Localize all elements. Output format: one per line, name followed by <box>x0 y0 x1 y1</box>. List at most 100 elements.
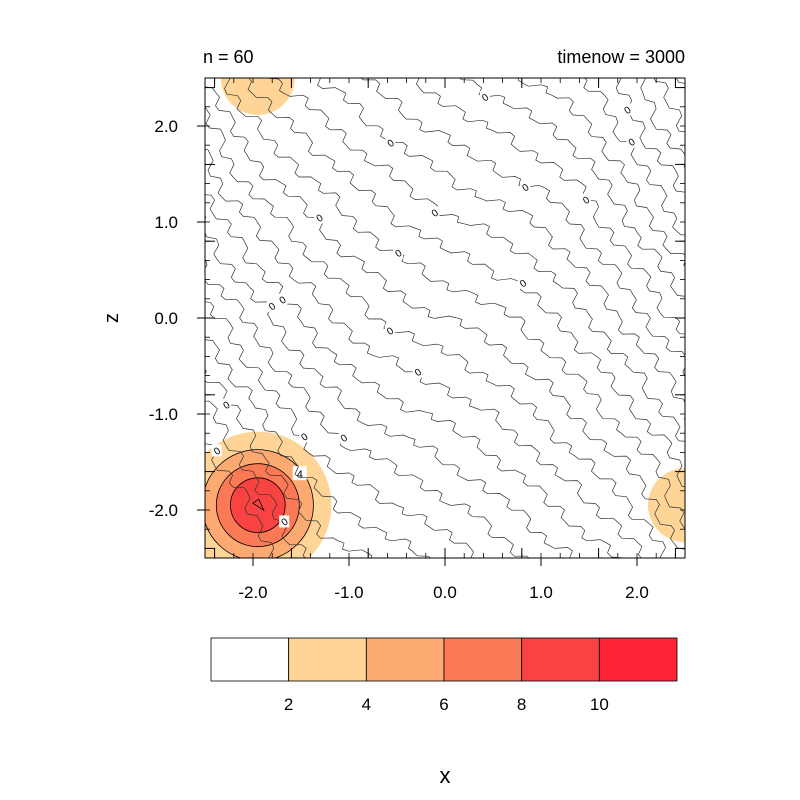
contour-line <box>317 78 685 421</box>
contour-label: 0 <box>315 212 326 224</box>
hotspot-0-level-8 <box>229 477 286 534</box>
contour-label-bg <box>385 136 396 149</box>
colorbar-labels: 2 4 6 8 10 <box>284 695 609 714</box>
contour-label-bg <box>279 515 290 528</box>
contour-label: 0 <box>386 137 397 149</box>
contour-line <box>583 78 685 236</box>
colorbar-label: 10 <box>590 695 609 714</box>
contour-label: 0 <box>480 92 491 104</box>
contour-label: 0 <box>267 301 278 313</box>
contour-label: 0 <box>430 207 441 219</box>
hotspot-1-level-2 <box>648 468 685 543</box>
contour-line <box>224 78 685 531</box>
colorbar-swatch <box>210 637 290 682</box>
contour-label-bg <box>622 103 633 116</box>
hotspot-peak-contour <box>252 498 265 512</box>
hotspot-2-level-2 <box>220 78 295 115</box>
contour-line <box>247 78 685 488</box>
contour-label-bg <box>299 430 310 443</box>
contour-label: 0 <box>518 278 529 290</box>
contour-label: 0 <box>278 294 289 306</box>
contour-label: 0 <box>222 399 233 411</box>
fill-level-label-bg <box>292 466 307 481</box>
contour-line <box>640 78 685 168</box>
contour-line <box>675 78 685 84</box>
contour-label-bg <box>221 398 232 411</box>
y-tick-labels: 2.0 1.0 0.0 -1.0 -2.0 <box>149 117 178 520</box>
contour-label-bg <box>384 324 395 337</box>
contour-line <box>415 78 685 335</box>
colorbar-swatch <box>365 637 445 682</box>
x-tick-labels: -2.0 -1.0 0.0 1.0 2.0 <box>238 583 648 602</box>
contour-line <box>205 400 307 558</box>
contour-label-bg <box>580 193 591 206</box>
contour-line <box>205 148 643 558</box>
x-tick-label: -2.0 <box>238 583 267 602</box>
y-tick-label: 0.0 <box>154 309 178 328</box>
contour-label-bg <box>338 431 349 444</box>
contour-line <box>205 258 530 558</box>
contour-label-bg <box>517 276 528 289</box>
contour-label-bg <box>412 365 423 378</box>
axis-ticks <box>197 78 685 566</box>
contour-label: 0 <box>581 195 592 207</box>
y-axis-label: z <box>101 313 123 323</box>
contour-label: 0 <box>394 248 405 260</box>
contour-line <box>360 78 685 378</box>
colorbar-swatch <box>598 637 678 682</box>
colorbar-swatch <box>443 637 523 682</box>
contour-label-bg <box>393 246 404 259</box>
contour-label: 0 <box>300 431 311 443</box>
colorbar-label: 2 <box>284 695 293 714</box>
contour-label-bg <box>626 135 637 148</box>
x-tick-label: 2.0 <box>625 583 649 602</box>
contour-line <box>205 194 624 558</box>
contour-line <box>205 368 373 558</box>
contour-label: 0 <box>622 104 633 116</box>
x-tick-label: -1.0 <box>334 583 363 602</box>
contour-label: 0 <box>280 516 291 528</box>
contour-line <box>517 78 685 268</box>
contour-label: 0 <box>385 325 396 337</box>
contour-line <box>205 301 475 558</box>
contour-label-bg <box>211 444 222 457</box>
x-axis-label: x <box>440 763 451 788</box>
contour-label: 0 <box>627 137 638 149</box>
contour-line <box>205 339 431 558</box>
contour-line <box>459 78 685 297</box>
contour-line <box>615 78 685 193</box>
fill-level-label: 4 <box>297 469 303 481</box>
colorbar <box>210 637 678 682</box>
title-right: timenow = 3000 <box>557 47 685 67</box>
y-tick-label: -2.0 <box>149 501 178 520</box>
contour-label: 0 <box>521 182 532 194</box>
colorbar-swatch <box>521 637 600 682</box>
contour-label-bg <box>277 293 288 306</box>
x-tick-label: 0.0 <box>433 583 457 602</box>
contour-line <box>205 86 685 550</box>
contour-label: 0 <box>413 367 424 379</box>
contour-label: 0 <box>339 433 350 445</box>
contour-label-bg <box>520 181 531 194</box>
y-tick-label: 2.0 <box>154 117 178 136</box>
contour-label: 0 <box>212 445 223 457</box>
colorbar-swatch <box>288 637 367 682</box>
contour-line <box>266 78 685 442</box>
colorbar-label: 8 <box>517 695 526 714</box>
x-tick-label: 1.0 <box>529 583 553 602</box>
contour-label-bg <box>479 91 490 104</box>
contour-line <box>205 443 275 558</box>
colorbar-label: 6 <box>439 695 448 714</box>
contour-label-bg <box>429 206 440 219</box>
y-tick-label: 1.0 <box>154 213 178 232</box>
contour-lines <box>205 78 685 558</box>
contour-line <box>205 105 666 558</box>
title-left: n = 60 <box>203 47 254 67</box>
colorbar-label: 4 <box>362 695 371 714</box>
contour-line <box>653 78 685 133</box>
contour-line <box>205 215 573 558</box>
y-tick-label: -1.0 <box>149 405 178 424</box>
